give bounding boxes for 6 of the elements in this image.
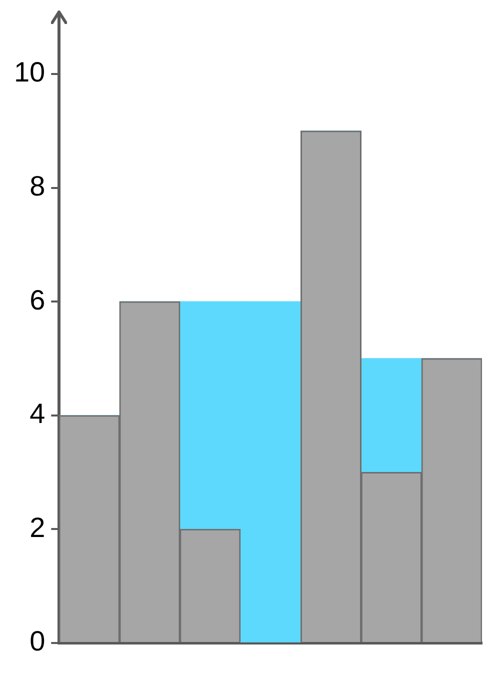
y-tick-label: 8 [30,170,46,202]
y-tick-label: 4 [30,398,46,430]
y-tick-label: 6 [30,284,46,316]
y-tick-label: 2 [30,512,46,543]
y-tick-label: 0 [30,626,46,657]
y-tick-label: 10 [14,56,46,88]
